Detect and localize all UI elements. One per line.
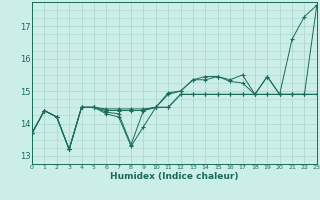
X-axis label: Humidex (Indice chaleur): Humidex (Indice chaleur): [110, 172, 239, 181]
